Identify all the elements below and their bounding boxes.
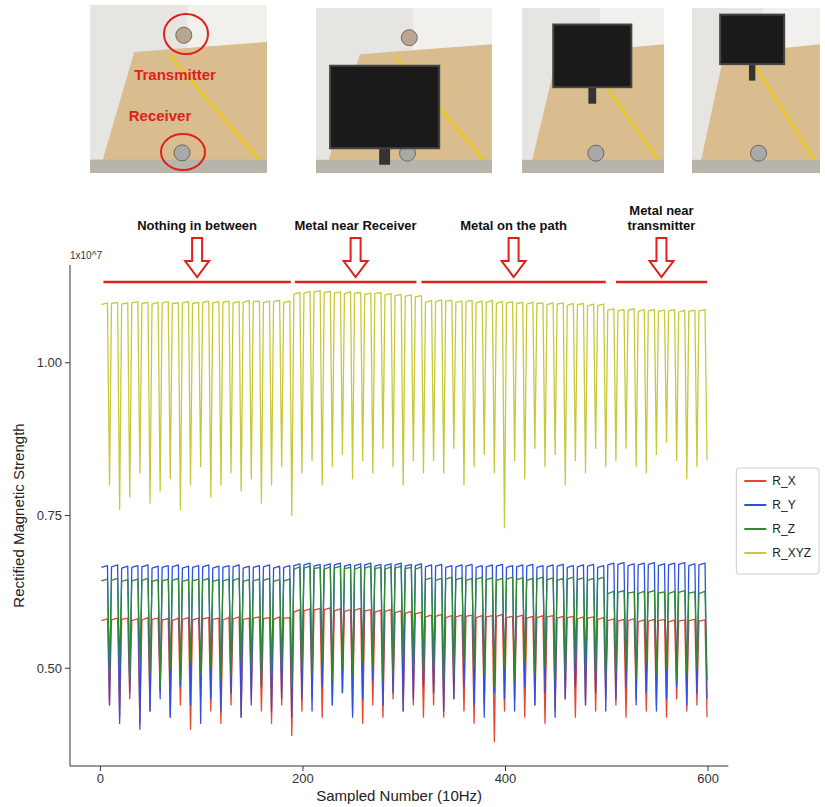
legend-label: R_XYZ [772,546,811,560]
x-axis-line [70,766,728,767]
y-tick [65,668,70,669]
photo-label: Receiver [129,107,192,124]
photo-circle [164,14,208,54]
series-line [101,566,707,686]
photo-monitor-stand [379,148,390,165]
annotation-arrow [185,238,209,277]
photo-floor [692,160,820,173]
photo-monitor [553,25,631,88]
photo-monitor-stand [749,64,755,81]
annotation-text: Nothing in between [137,218,257,233]
photo-receiver [174,145,190,161]
annotation-arrow [344,238,368,277]
annotation-text: Metal on the path [460,218,567,233]
legend-label: R_Z [772,522,795,536]
annotation-line [295,281,417,284]
photo [90,5,267,173]
x-tick-label: 400 [495,771,517,786]
series-line [101,291,707,528]
annotation-text-line: transmitter [628,218,696,233]
series-group [101,291,707,742]
annotation-line [103,281,290,284]
x-tick-label: 0 [97,771,104,786]
photo [522,8,664,173]
photo-wall [316,8,492,173]
photo-circle [161,134,205,170]
photo-wall [90,5,267,173]
annotation-arrow [502,238,526,277]
figure: Transmitter Receiver R_X R_Y R_Z R_XYZ 0.50 0.7… [0,0,825,807]
photo-monitor-stand [588,87,596,104]
y-tick [65,515,70,516]
photo-table [325,44,492,173]
legend-box [736,468,819,574]
legend-label: R_X [772,474,795,488]
y-offset-text: 1x10^7 [70,250,102,261]
x-tick-label: 600 [697,771,719,786]
annotation-arrow [649,238,673,277]
photo-label: Transmitter [134,66,216,83]
photo [692,8,820,173]
legend-swatch [744,504,766,506]
annotation-line [421,281,605,284]
photo [316,8,492,173]
photo-transmitter [176,27,192,43]
photo-floor [522,160,664,173]
photo-receiver [588,145,604,161]
photo-wall [522,8,664,173]
series-line [101,563,707,730]
y-axis-title: Rectified Magnetic Strength [10,423,27,607]
legend-swatch [744,480,766,482]
photo-receiver [751,145,767,161]
y-tick [65,362,70,363]
legend-swatch [744,528,766,530]
legend: R_X R_Y R_Z R_XYZ [736,468,819,574]
photo-tape [750,58,818,165]
photo-monitor [720,15,784,65]
annotation-text: Metal near Receiver [295,218,417,233]
y-tick-label: 0.75 [37,508,62,523]
photo-table [99,42,267,173]
legend-label: R_Y [772,498,795,512]
y-tick-label: 0.50 [37,661,62,676]
annotation-text-line: Metal near [629,203,693,218]
annotation-text: Metal neartransmitter [628,203,696,233]
legend-swatch [744,552,766,554]
photo-floor [90,160,267,173]
photo-wall [692,8,820,173]
photo-floor [316,160,492,173]
x-tick-label: 200 [292,771,314,786]
photo-monitor [330,66,439,149]
y-tick-label: 1.00 [37,355,62,370]
x-axis-title: Sampled Number (10Hz) [316,787,482,804]
annotation-line [616,281,707,284]
photo-transmitter [401,30,417,46]
